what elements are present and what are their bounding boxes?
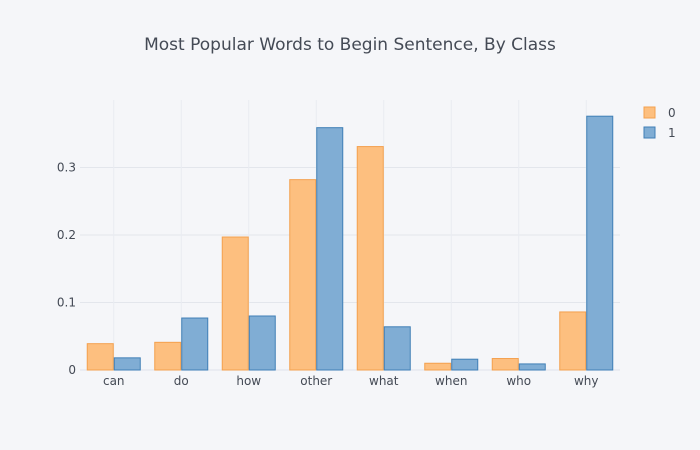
bar-series-0-why[interactable] — [559, 311, 587, 371]
bars — [86, 115, 614, 371]
bar-series-1-other[interactable] — [316, 127, 344, 371]
grid — [80, 100, 620, 371]
legend-swatch-1[interactable] — [643, 126, 656, 139]
bar-series-0-when[interactable] — [424, 362, 452, 371]
x-tick-label: what — [369, 374, 399, 388]
x-tick-label: can — [103, 374, 125, 388]
y-tick-label: 0.2 — [57, 228, 76, 242]
bar-series-0-do[interactable] — [154, 341, 182, 371]
y-tick-label: 0.1 — [57, 296, 76, 310]
bar-series-1-why[interactable] — [586, 115, 614, 371]
bar-series-0-what[interactable] — [356, 146, 384, 371]
legend-label-1[interactable]: 1 — [668, 126, 676, 140]
bar-series-0-who[interactable] — [491, 358, 519, 371]
bar-series-1-who[interactable] — [518, 363, 546, 371]
axes: 0 0.1 0.2 0.3 can do how other what when who why — [57, 161, 599, 389]
legend-swatch-0[interactable] — [643, 106, 656, 119]
bar-series-1-how[interactable] — [248, 315, 276, 371]
x-tick-label: other — [300, 374, 332, 388]
x-tick-label: who — [506, 374, 531, 388]
x-tick-label: how — [236, 374, 261, 388]
bar-series-1-when[interactable] — [451, 358, 479, 371]
bar-series-1-can[interactable] — [113, 357, 141, 371]
legend[interactable]: 01 — [643, 106, 676, 140]
x-tick-label: when — [435, 374, 467, 388]
x-tick-label: why — [574, 374, 599, 388]
bar-series-0-how[interactable] — [221, 236, 249, 371]
chart-title: Most Popular Words to Begin Sentence, By… — [144, 35, 556, 55]
bar-series-0-can[interactable] — [86, 343, 114, 371]
bar-series-0-other[interactable] — [289, 179, 317, 371]
legend-label-0[interactable]: 0 — [668, 106, 676, 120]
x-tick-label: do — [174, 374, 189, 388]
y-tick-label: 0.3 — [57, 161, 76, 175]
bar-series-1-do[interactable] — [181, 317, 209, 371]
bar-series-1-what[interactable] — [383, 326, 411, 371]
y-tick-label: 0 — [68, 363, 76, 377]
